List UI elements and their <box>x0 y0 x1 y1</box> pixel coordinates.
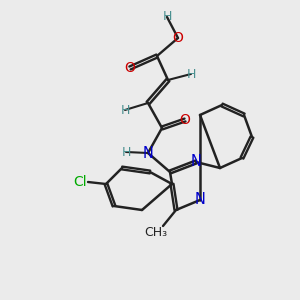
Text: N: N <box>190 154 201 169</box>
Text: O: O <box>172 31 183 45</box>
Text: Cl: Cl <box>73 175 87 189</box>
Text: H: H <box>186 68 196 80</box>
Text: O: O <box>180 113 190 127</box>
Text: N: N <box>195 193 206 208</box>
Text: H: H <box>162 11 172 23</box>
Text: H: H <box>120 103 130 116</box>
Text: O: O <box>124 61 135 75</box>
Text: CH₃: CH₃ <box>144 226 168 238</box>
Text: H: H <box>121 146 131 158</box>
Text: N: N <box>142 146 153 160</box>
